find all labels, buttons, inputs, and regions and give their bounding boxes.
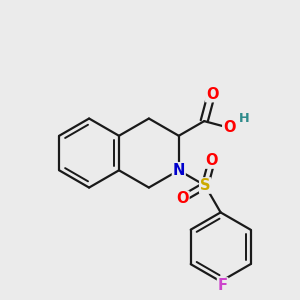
Text: F: F — [218, 278, 228, 293]
Text: O: O — [206, 87, 218, 102]
Text: S: S — [200, 178, 210, 193]
Text: H: H — [239, 112, 250, 125]
Text: N: N — [172, 163, 185, 178]
Text: O: O — [205, 153, 218, 168]
Text: O: O — [223, 120, 236, 135]
Text: O: O — [176, 191, 189, 206]
